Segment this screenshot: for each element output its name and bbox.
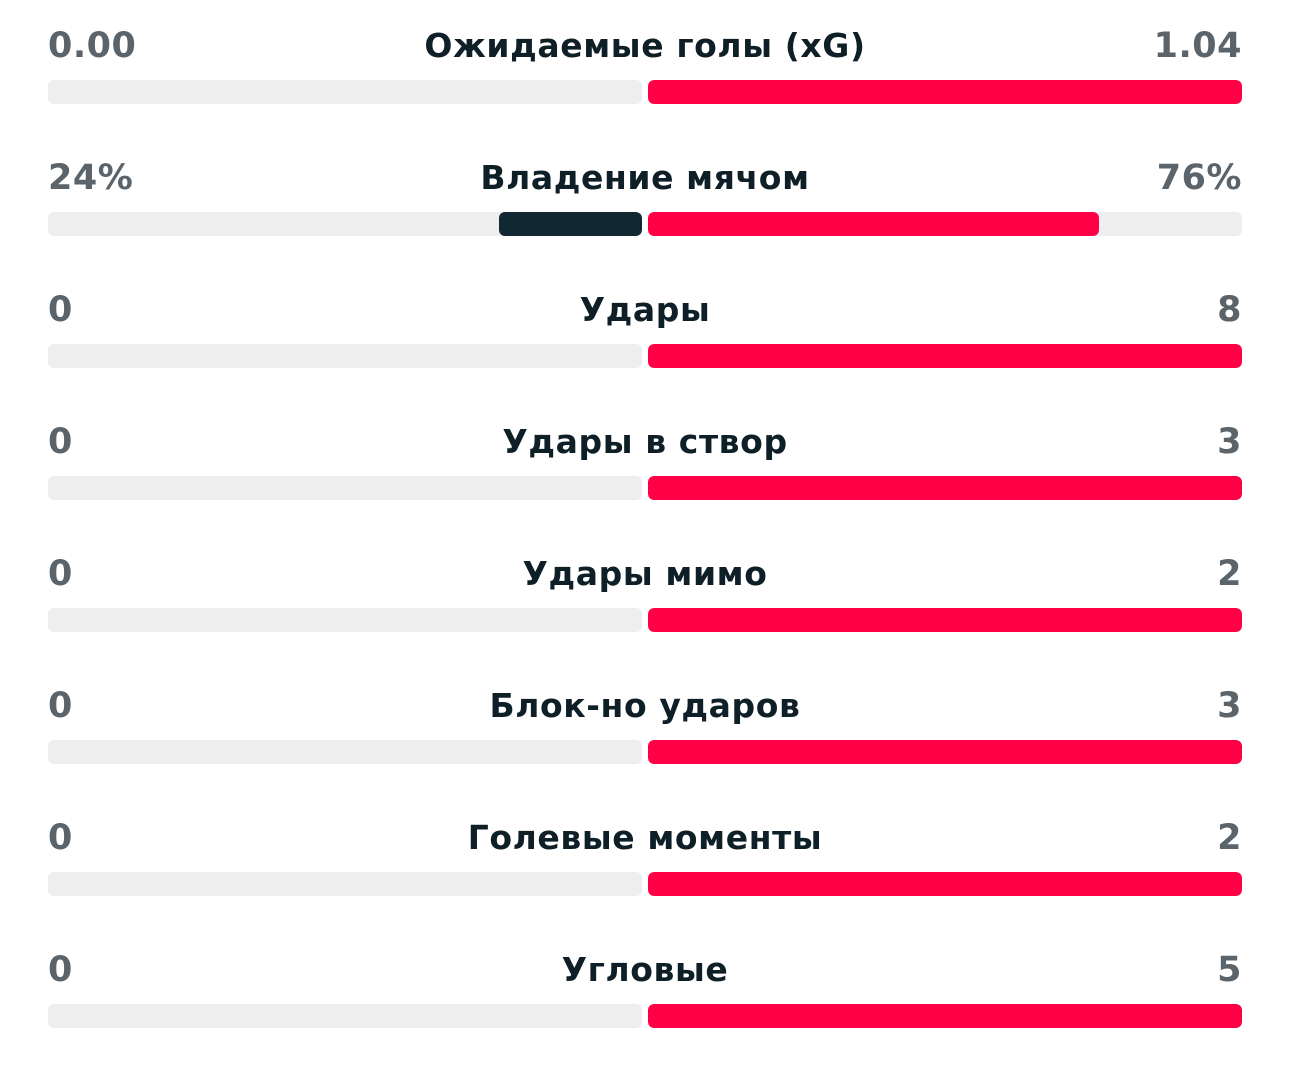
away-bar-track <box>648 608 1242 632</box>
stat-header: 0.00 Ожидаемые голы (xG) 1.04 <box>48 22 1242 70</box>
stat-label: Блок-но ударов <box>489 686 801 725</box>
stat-header: 0 Удары 8 <box>48 286 1242 334</box>
away-bar-track <box>648 344 1242 368</box>
away-bar-fill <box>648 608 1242 632</box>
stat-header: 0 Удары в створ 3 <box>48 418 1242 466</box>
home-bar-track <box>48 344 642 368</box>
stat-header: 0 Блок-но ударов 3 <box>48 682 1242 730</box>
stat-row-xg: 0.00 Ожидаемые голы (xG) 1.04 <box>48 0 1242 132</box>
stat-label: Удары мимо <box>522 554 768 593</box>
stat-label: Владение мячом <box>480 158 810 197</box>
stat-label: Ожидаемые голы (xG) <box>424 26 866 65</box>
away-bar-track <box>648 80 1242 104</box>
home-bar-track <box>48 740 642 764</box>
stat-bars <box>48 1004 1242 1028</box>
away-value: 3 <box>1217 422 1242 462</box>
home-bar-track <box>48 212 642 236</box>
stat-row-blocked-shots: 0 Блок-но ударов 3 <box>48 660 1242 792</box>
away-value: 3 <box>1217 686 1242 726</box>
stat-bars <box>48 80 1242 104</box>
home-bar-track <box>48 608 642 632</box>
stat-bars <box>48 344 1242 368</box>
home-value: 0 <box>48 686 73 726</box>
stat-row-shots-off-target: 0 Удары мимо 2 <box>48 528 1242 660</box>
away-bar-track <box>648 212 1242 236</box>
stat-row-shots-on-target: 0 Удары в створ 3 <box>48 396 1242 528</box>
away-bar-track <box>648 1004 1242 1028</box>
stat-bars <box>48 872 1242 896</box>
stat-header: 0 Голевые моменты 2 <box>48 814 1242 862</box>
away-bar-track <box>648 476 1242 500</box>
home-value: 0 <box>48 950 73 990</box>
stat-bars <box>48 212 1242 236</box>
away-bar-fill <box>648 212 1099 236</box>
home-bar-track <box>48 1004 642 1028</box>
home-bar-track <box>48 476 642 500</box>
stat-row-possession: 24% Владение мячом 76% <box>48 132 1242 264</box>
away-value: 2 <box>1217 554 1242 594</box>
stat-label: Удары <box>579 290 711 329</box>
stat-label: Удары в створ <box>502 422 788 461</box>
stat-label: Угловые <box>561 950 729 989</box>
away-value: 5 <box>1217 950 1242 990</box>
stat-bars <box>48 740 1242 764</box>
away-value: 1.04 <box>1153 26 1242 66</box>
stat-label: Голевые моменты <box>467 818 823 857</box>
home-bar-track <box>48 872 642 896</box>
home-value: 0 <box>48 554 73 594</box>
home-value: 0 <box>48 818 73 858</box>
stat-header: 24% Владение мячом 76% <box>48 154 1242 202</box>
away-bar-fill <box>648 80 1242 104</box>
stat-header: 0 Угловые 5 <box>48 946 1242 994</box>
away-bar-fill <box>648 476 1242 500</box>
away-value: 76% <box>1156 158 1242 198</box>
away-bar-fill <box>648 344 1242 368</box>
stat-bars <box>48 608 1242 632</box>
home-value: 24% <box>48 158 134 198</box>
home-value: 0 <box>48 422 73 462</box>
away-value: 2 <box>1217 818 1242 858</box>
home-value: 0 <box>48 290 73 330</box>
home-bar-fill <box>499 212 642 236</box>
away-bar-track <box>648 872 1242 896</box>
stat-header: 0 Удары мимо 2 <box>48 550 1242 598</box>
stat-row-big-chances: 0 Голевые моменты 2 <box>48 792 1242 924</box>
away-bar-fill <box>648 872 1242 896</box>
home-value: 0.00 <box>48 26 137 66</box>
away-bar-fill <box>648 1004 1242 1028</box>
away-bar-track <box>648 740 1242 764</box>
away-bar-fill <box>648 740 1242 764</box>
stat-row-shots: 0 Удары 8 <box>48 264 1242 396</box>
stat-row-corners: 0 Угловые 5 <box>48 924 1242 1056</box>
stat-bars <box>48 476 1242 500</box>
home-bar-track <box>48 80 642 104</box>
away-value: 8 <box>1217 290 1242 330</box>
